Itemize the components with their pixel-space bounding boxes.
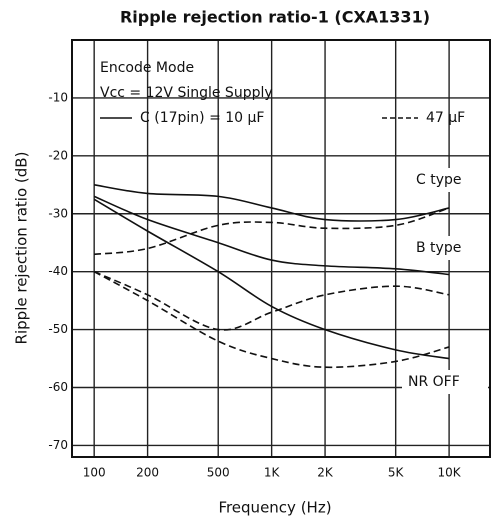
y-axis-label: Ripple rejection ratio (dB) (13, 152, 31, 345)
y-tick-label: -10 (48, 90, 68, 104)
series-line (93, 195, 450, 276)
y-tick-label: -70 (48, 438, 68, 452)
x-tick-label: 200 (136, 466, 159, 480)
legend: Encode Mode Vcc = 12V Single Supply C (1… (100, 60, 465, 126)
legend-text: Vcc = 12V Single Supply (100, 85, 273, 101)
series-line (93, 270, 450, 369)
annotation: B type (416, 240, 461, 256)
annotation: C type (416, 172, 462, 188)
series-line (94, 184, 450, 222)
series-line (93, 198, 450, 360)
x-tick-label: 5K (388, 466, 405, 480)
legend-text: 47 µF (426, 110, 465, 126)
series-line (94, 207, 450, 256)
legend-text: Encode Mode (100, 60, 194, 76)
y-tick-label: -50 (48, 322, 68, 336)
legend-text: C (17pin) = 10 µF (140, 110, 264, 126)
annotation: NR OFF (408, 374, 460, 390)
y-tick-label: -30 (48, 206, 68, 220)
x-tick-label: 500 (207, 466, 230, 480)
y-tick-label: -60 (48, 380, 68, 394)
chart-title: Ripple rejection ratio-1 (CXA1331) (120, 8, 430, 27)
label-bg (410, 168, 486, 192)
x-tick-label: 10K (438, 466, 462, 480)
x-tick-label: 100 (83, 466, 106, 480)
label-bg (410, 236, 486, 260)
x-tick-label: 1K (264, 466, 281, 480)
y-tick-label: -20 (48, 148, 68, 162)
x-tick-label: 2K (317, 466, 334, 480)
label-bg (402, 370, 488, 394)
y-tick-label: -40 (48, 264, 68, 278)
plot-frame (71, 39, 491, 458)
x-axis-label: Frequency (Hz) (218, 499, 331, 517)
series-line (93, 270, 450, 331)
